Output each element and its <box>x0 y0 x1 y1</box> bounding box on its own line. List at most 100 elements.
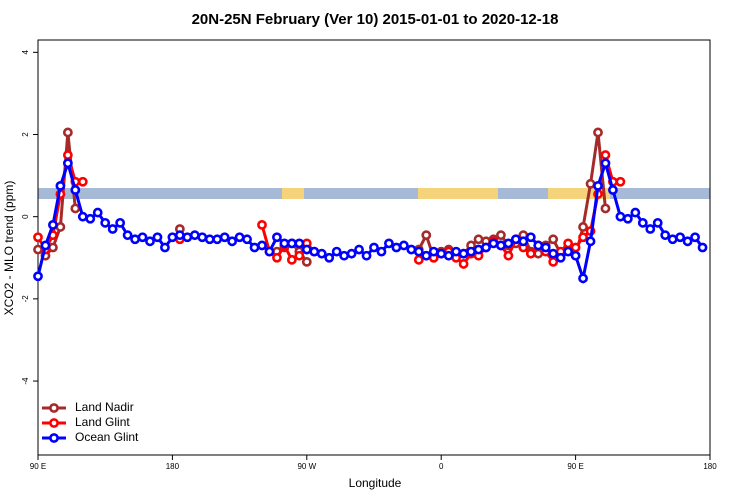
data-point <box>62 150 73 160</box>
legend-label: Land Glint <box>75 415 130 429</box>
data-point <box>354 244 364 255</box>
data-point <box>227 236 238 247</box>
data-point <box>510 234 521 245</box>
data-point <box>593 127 603 138</box>
data-point <box>391 242 402 253</box>
data-point <box>264 246 275 257</box>
data-point <box>548 234 559 245</box>
data-point <box>272 252 282 263</box>
map-land <box>548 188 610 199</box>
data-point <box>204 234 215 245</box>
data-point <box>540 242 551 253</box>
data-point <box>242 234 252 245</box>
data-point <box>33 232 43 243</box>
data-point <box>70 185 81 195</box>
x-tick-label: 0 <box>439 462 444 471</box>
data-point <box>578 273 588 284</box>
data-point <box>85 213 96 224</box>
data-point <box>33 244 43 255</box>
data-point <box>548 256 559 267</box>
x-tick-label: 90 E <box>567 462 583 471</box>
data-point <box>189 230 200 241</box>
map-land <box>418 188 498 199</box>
x-tick-label: 90 E <box>30 462 46 471</box>
data-point <box>503 250 514 261</box>
data-point <box>77 211 88 222</box>
data-point <box>346 248 357 259</box>
data-point <box>294 238 305 249</box>
data-point <box>257 220 267 230</box>
data-point <box>578 232 588 243</box>
data-point <box>645 224 656 234</box>
data-point <box>496 240 506 251</box>
data-point <box>115 217 126 228</box>
data-point <box>443 250 454 261</box>
data-point <box>667 234 678 245</box>
data-point <box>92 207 103 218</box>
data-point <box>630 207 641 218</box>
data-point <box>197 232 208 243</box>
map-land <box>282 188 304 199</box>
data-point <box>219 232 230 243</box>
data-point <box>324 252 335 263</box>
data-point <box>496 230 506 241</box>
data-point <box>600 150 611 160</box>
chart-title: 20N-25N February (Ver 10) 2015-01-01 to … <box>192 11 559 28</box>
data-point <box>622 213 633 224</box>
data-point <box>525 248 536 259</box>
data-point <box>451 246 462 257</box>
data-point <box>107 224 118 234</box>
data-point <box>286 254 297 265</box>
data-point <box>40 240 51 251</box>
data-point <box>100 217 111 228</box>
data-point <box>137 232 148 243</box>
data-point <box>563 238 574 249</box>
data-point <box>675 232 686 243</box>
data-point <box>167 232 178 243</box>
data-point <box>398 240 409 251</box>
data-point <box>615 211 626 222</box>
data-point <box>122 230 133 241</box>
legend-marker <box>49 433 59 443</box>
data-point <box>525 232 536 243</box>
data-point <box>488 238 499 249</box>
legend-label: Land Nadir <box>75 400 134 414</box>
data-point <box>652 217 663 228</box>
data-point <box>570 242 581 253</box>
legend-marker <box>49 403 59 413</box>
data-point <box>257 240 267 251</box>
data-point <box>548 248 559 259</box>
data-point <box>406 244 417 255</box>
data-point <box>473 234 484 245</box>
data-point <box>309 246 320 257</box>
data-point <box>518 236 529 247</box>
data-point <box>600 158 611 169</box>
data-point <box>585 178 596 189</box>
y-tick-label: 4 <box>21 50 30 55</box>
data-point <box>660 230 671 241</box>
data-point <box>428 246 439 257</box>
data-point <box>160 242 170 253</box>
data-point <box>339 250 350 261</box>
data-point <box>481 242 491 253</box>
x-axis-label: Longitude <box>349 476 402 490</box>
data-point <box>279 238 290 249</box>
data-point <box>384 238 394 249</box>
data-point <box>316 248 327 259</box>
data-point <box>152 232 163 243</box>
y-axis-label: XCO2 - MLO trend (ppm) <box>2 181 16 316</box>
data-point <box>563 246 574 257</box>
data-point <box>615 176 626 187</box>
data-point <box>570 250 581 261</box>
data-point <box>286 238 297 249</box>
x-tick-label: 180 <box>166 462 180 471</box>
data-point <box>33 271 43 282</box>
data-point <box>62 158 73 169</box>
data-point <box>361 250 372 261</box>
data-point <box>436 248 447 259</box>
data-point <box>555 252 566 263</box>
data-point <box>301 256 312 267</box>
data-point <box>697 242 708 253</box>
data-point <box>473 244 484 255</box>
data-point <box>458 259 469 269</box>
